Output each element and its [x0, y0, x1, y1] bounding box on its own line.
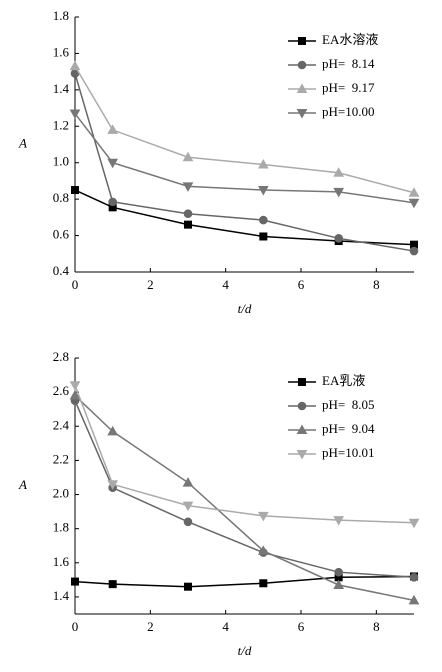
marker — [69, 390, 81, 400]
marker — [333, 187, 345, 198]
marker — [183, 517, 193, 527]
y-tick-label: 2.0 — [53, 486, 69, 501]
legend-marker — [298, 37, 306, 45]
marker — [408, 198, 420, 209]
y-tick-label: 1.6 — [53, 44, 70, 59]
y-tick-label: 1.8 — [53, 520, 69, 535]
y-tick-label: 1.8 — [53, 8, 69, 23]
y-axis-label: A — [18, 135, 27, 150]
x-tick-label: 2 — [147, 619, 154, 634]
x-tick-label: 6 — [298, 619, 305, 634]
y-tick-label: 0.6 — [53, 227, 70, 242]
marker — [107, 158, 119, 169]
series-line — [74, 385, 415, 524]
marker — [408, 518, 420, 529]
marker — [257, 511, 269, 522]
y-axis-label: A — [18, 477, 27, 492]
y-tick-label: 2.2 — [53, 451, 69, 466]
series-line — [74, 400, 415, 579]
y-tick-label: 2.6 — [53, 383, 70, 398]
marker — [69, 60, 81, 71]
marker — [259, 215, 268, 225]
series-line — [74, 73, 415, 252]
legend-label: pH= 9.17 — [322, 80, 375, 95]
y-tick-label: 1.4 — [53, 588, 70, 603]
series-line — [74, 113, 415, 204]
marker — [182, 501, 194, 512]
marker — [334, 567, 343, 577]
x-tick-label: 0 — [72, 619, 79, 634]
marker — [333, 167, 345, 177]
marker — [183, 209, 193, 219]
legend-label: pH=10.01 — [322, 445, 374, 460]
y-tick-label: 0.4 — [53, 263, 70, 278]
marker — [334, 234, 343, 243]
marker — [71, 577, 79, 586]
y-tick-label: 1.4 — [53, 81, 70, 96]
legend-label: pH= 8.14 — [322, 56, 375, 71]
series-line — [74, 575, 415, 588]
x-axis-label: t/d — [238, 301, 252, 316]
marker — [184, 582, 192, 591]
marker — [409, 246, 419, 256]
marker — [259, 579, 268, 588]
legend-marker — [296, 109, 308, 119]
marker — [108, 197, 117, 207]
marker — [107, 124, 119, 134]
marker — [69, 109, 81, 120]
y-tick-label: 1.0 — [53, 154, 69, 169]
legend-marker — [296, 83, 308, 93]
legend-label: pH=10.00 — [322, 104, 374, 119]
marker — [184, 220, 192, 229]
legend-marker — [297, 401, 307, 411]
y-tick-label: 1.2 — [53, 117, 69, 132]
marker — [107, 480, 119, 490]
marker — [257, 545, 269, 555]
legend-marker — [296, 450, 308, 460]
x-tick-label: 8 — [373, 277, 380, 292]
marker — [107, 425, 119, 436]
marker — [257, 159, 269, 169]
marker — [408, 594, 420, 605]
marker — [182, 182, 194, 192]
series-line — [74, 65, 415, 194]
legend-marker — [298, 378, 306, 386]
y-tick-label: 0.8 — [53, 190, 69, 205]
marker — [409, 573, 419, 582]
marker — [257, 186, 269, 196]
marker — [408, 187, 420, 197]
marker — [182, 151, 194, 162]
series-line — [74, 189, 415, 246]
legend-label: pH= 9.04 — [322, 421, 375, 436]
marker — [69, 381, 81, 391]
x-axis-label: t/d — [238, 643, 252, 658]
marker — [71, 186, 79, 195]
legend-label: pH= 8.05 — [322, 397, 374, 412]
marker — [182, 477, 194, 487]
y-tick-label: 1.6 — [53, 554, 70, 569]
x-tick-label: 4 — [222, 277, 229, 292]
marker — [259, 232, 268, 241]
marker — [108, 580, 117, 589]
marker — [333, 579, 345, 589]
series-line — [74, 395, 415, 602]
x-tick-label: 8 — [373, 619, 380, 634]
legend-marker — [297, 60, 307, 70]
y-tick-label: 2.4 — [53, 417, 70, 432]
x-tick-label: 0 — [72, 277, 79, 292]
legend-label: EA乳液 — [322, 373, 365, 388]
legend-marker — [296, 424, 308, 434]
marker — [333, 516, 345, 526]
x-tick-label: 2 — [147, 277, 154, 292]
x-tick-label: 6 — [298, 277, 305, 292]
legend-label: EA水溶液 — [322, 32, 378, 47]
x-tick-label: 4 — [222, 619, 229, 634]
y-tick-label: 2.8 — [53, 349, 69, 364]
